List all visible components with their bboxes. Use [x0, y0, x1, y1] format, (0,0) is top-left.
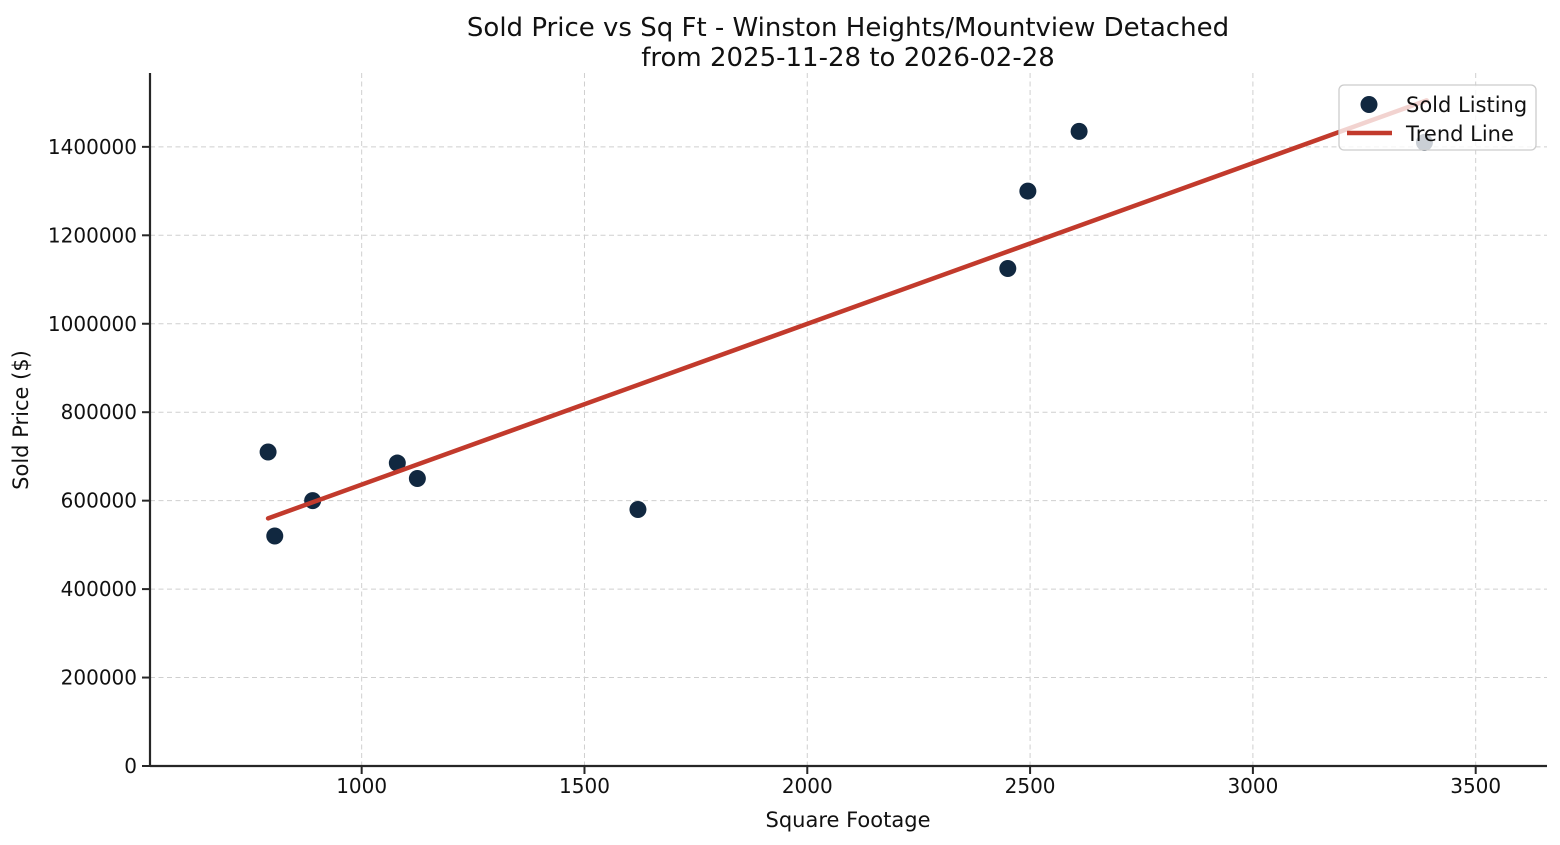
y-tick-label: 1000000 [48, 312, 137, 336]
legend-trend-line-label: Trend Line [1405, 122, 1514, 146]
y-tick-label: 1200000 [48, 223, 137, 247]
x-tick-label: 2000 [782, 774, 833, 798]
x-tick-label: 1000 [336, 774, 387, 798]
x-tick-label: 3000 [1227, 774, 1278, 798]
chart-subtitle: from 2025-11-28 to 2026-02-28 [641, 43, 1055, 73]
x-tick-label: 1500 [559, 774, 610, 798]
y-tick-label: 200000 [61, 666, 137, 690]
scatter-point [1070, 122, 1088, 140]
y-tick-label: 0 [124, 754, 137, 778]
scatter-point [408, 470, 426, 488]
legend-sold-listing-label: Sold Listing [1406, 93, 1527, 117]
tick-labels: 1000 1500 2000 2500 3000 3500 0 200000 400000 600… [48, 135, 1501, 798]
trend-line [265, 98, 1429, 521]
gridlines [150, 73, 1547, 767]
y-tick-label: 600000 [61, 489, 137, 513]
scatter-point [999, 259, 1017, 277]
data-series [259, 98, 1433, 545]
scatter-point [629, 500, 647, 518]
x-axis-label: Square Footage [766, 808, 931, 832]
chart-title: Sold Price vs Sq Ft - Winston Heights/Mo… [467, 13, 1229, 43]
y-tick-label: 800000 [61, 400, 137, 424]
scatter-point [259, 443, 277, 461]
y-tick-label: 1400000 [48, 135, 137, 159]
x-tick-label: 2500 [1005, 774, 1056, 798]
y-axis-label: Sold Price ($) [9, 350, 33, 490]
legend: Sold Listing Trend Line [1338, 84, 1537, 151]
scatter-point [388, 454, 406, 472]
x-tick-label: 3500 [1450, 774, 1501, 798]
scatter-point [1019, 182, 1037, 200]
scatter-point [266, 527, 284, 545]
axes [142, 73, 1547, 774]
y-tick-label: 400000 [61, 577, 137, 601]
legend-sold-listing-marker [1360, 96, 1378, 113]
